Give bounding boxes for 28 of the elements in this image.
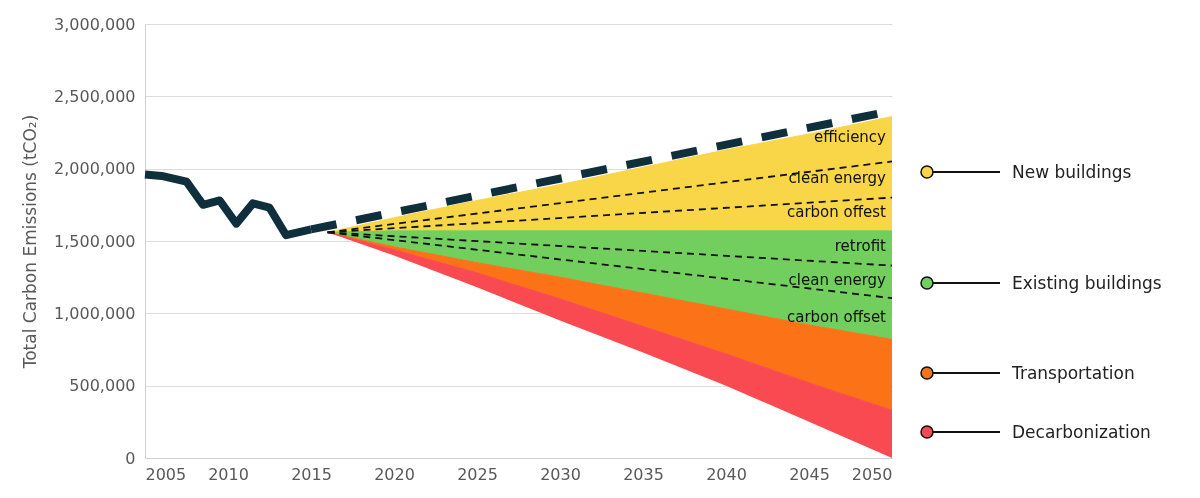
text: Decarbonization	[1012, 422, 1151, 443]
annotation: clean energy	[788, 270, 887, 289]
y-tick-label: 1,000,000	[54, 303, 136, 323]
y-tick-label: 500,000	[69, 376, 136, 396]
x-tick-label: 2005	[145, 464, 187, 484]
y-tick-label: 0	[125, 448, 136, 468]
annotation: efficiency	[813, 128, 887, 147]
x-tick-label: 2035	[623, 464, 664, 484]
y-tick-label: 2,000,000	[54, 159, 136, 179]
y-tick-label: 3,000,000	[54, 14, 136, 34]
y-axis-title: Total Carbon Emissions (tCO₂)	[20, 114, 41, 370]
text: New buildings	[1012, 161, 1132, 182]
x-tick-label: 2025	[457, 464, 498, 484]
text: Existing buildings	[1012, 273, 1162, 294]
y-tick-label: 1,500,000	[54, 231, 136, 251]
x-tick-label: 2010	[208, 464, 249, 484]
x-tick-label: 2050	[851, 464, 893, 484]
x-tick-label: 2020	[374, 464, 415, 484]
annotation: retrofit	[834, 237, 887, 256]
y-tick-label: 2,500,000	[54, 86, 136, 106]
annotation: carbon offset	[786, 307, 887, 326]
x-tick-label: 2015	[291, 464, 332, 484]
text: Transportation	[1012, 362, 1135, 383]
annotation: carbon offest	[786, 203, 887, 222]
x-tick-label: 2030	[540, 464, 581, 484]
annotation: clean energy	[788, 168, 887, 187]
x-tick-label: 2045	[789, 464, 830, 484]
x-tick-label: 2040	[706, 464, 747, 484]
